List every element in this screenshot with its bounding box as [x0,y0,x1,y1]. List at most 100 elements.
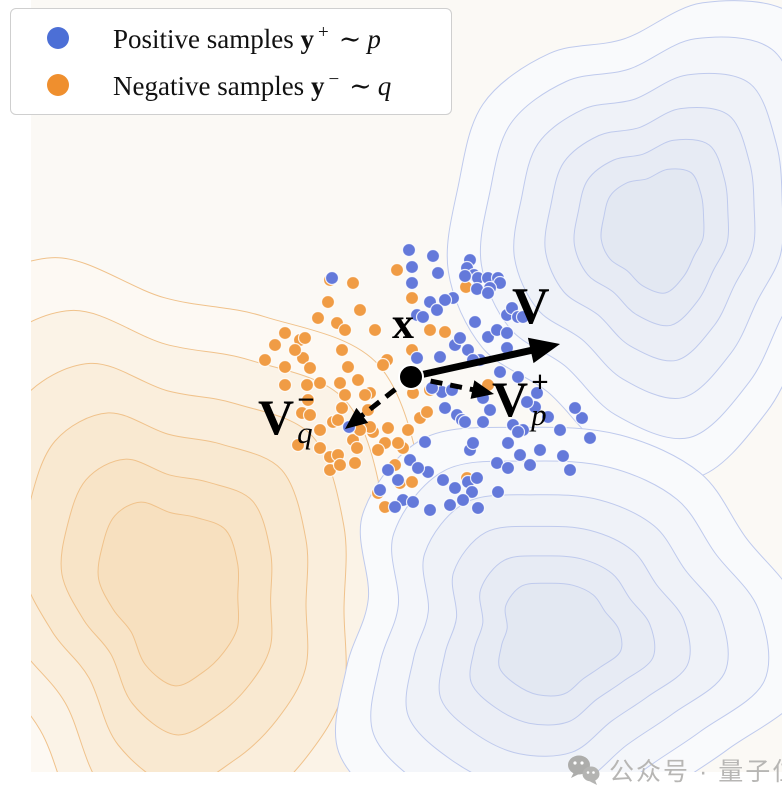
vector-vq-minus-label: V − q [258,382,315,450]
data-point [332,375,348,391]
negative-marker-icon [47,74,69,96]
data-point [432,349,448,365]
data-point [442,497,458,513]
data-point [455,492,471,508]
watermark: 公众号 · 量子位 [566,752,782,788]
data-point [312,375,328,391]
data-point [435,472,451,488]
data-point [499,325,515,341]
data-point [437,400,453,416]
data-point [422,502,438,518]
data-point [300,392,316,408]
data-point [404,259,420,275]
data-point [574,410,590,426]
data-point [582,430,598,446]
data-point [302,407,318,423]
data-point [429,302,445,318]
data-point [522,457,538,473]
data-point [404,474,420,490]
data-point [297,330,313,346]
data-point [334,342,350,358]
data-point [492,364,508,380]
density-contour-positive-density-p-lower [498,582,623,697]
data-point [475,414,491,430]
data-point [337,322,353,338]
data-point [529,385,545,401]
data-point [409,350,425,366]
vector-head-V-p-plus [470,380,494,399]
data-point [290,437,306,453]
data-point [470,500,486,516]
data-point [417,434,433,450]
data-point [519,394,535,410]
data-point [350,372,366,388]
data-point [370,442,386,458]
data-point [257,352,273,368]
query-point [398,364,424,390]
data-point [562,462,578,478]
data-point [419,404,435,420]
data-point [465,435,481,451]
data-point [367,322,383,338]
data-point [469,470,485,486]
data-point [512,447,528,463]
vector-head-V-q-minus [345,407,369,429]
data-point [405,494,421,510]
data-point [552,422,568,438]
data-point [422,322,438,338]
data-point [500,435,516,451]
density-contour-positive-density-p-upper [600,168,705,294]
data-point [415,309,431,325]
data-point [277,377,293,393]
vector-V [410,346,534,381]
data-point [500,460,516,476]
data-point [372,482,388,498]
data-point [340,359,356,375]
vector-v-label: V [512,278,550,335]
data-point [320,294,336,310]
density-contour-negative-density-q [97,501,240,687]
scatter-series [257,262,496,515]
data-point [400,422,416,438]
data-point [555,448,571,464]
data-point [540,409,556,425]
legend-item-negative: Negative samples y − ∼ q [11,65,451,105]
data-point [401,242,417,258]
legend-label-positive: Positive samples y + ∼ p [113,21,381,54]
data-point [532,442,548,458]
data-point [510,369,526,385]
data-point [332,457,348,473]
data-point [490,484,506,500]
data-point [347,455,363,471]
data-point [447,480,463,496]
data-point [352,302,368,318]
data-point [437,292,453,308]
legend-label-negative: Negative samples y − ∼ q [113,68,392,101]
data-point [482,402,498,418]
data-point [452,330,468,346]
data-point [380,420,396,436]
data-point [404,275,420,291]
vector-head-V [527,337,560,364]
data-point [345,275,361,291]
data-point [337,387,353,403]
data-point [467,314,483,330]
data-point [334,400,350,416]
legend: Positive samples y + ∼ p Negative samples y… [10,8,452,115]
scatter-series [324,242,598,518]
data-point [302,360,318,376]
data-point [410,460,426,476]
vector-vp-plus-label: V + p [492,364,549,432]
data-point [277,359,293,375]
data-point [390,435,406,451]
query-point-label: x [392,299,414,348]
data-point [430,265,446,281]
data-point [349,440,365,456]
data-point [287,342,303,358]
legend-item-positive: Positive samples y + ∼ p [11,18,451,58]
data-point [357,387,373,403]
positive-marker-icon [47,27,69,49]
data-point [567,400,583,416]
data-point [277,325,293,341]
